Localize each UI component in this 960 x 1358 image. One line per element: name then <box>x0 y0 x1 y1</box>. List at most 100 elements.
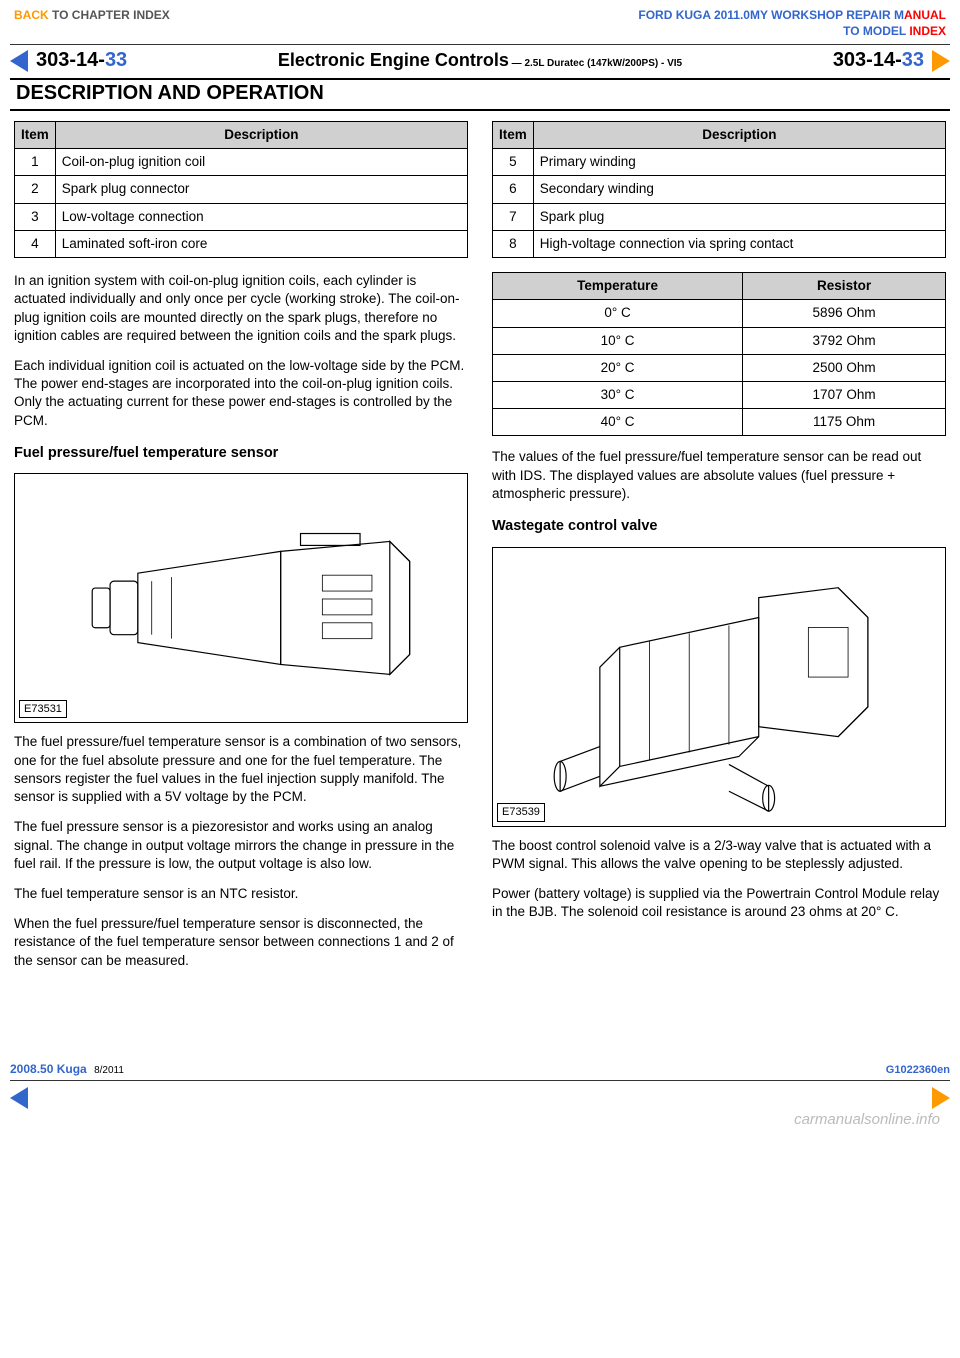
cell-res: 2500 Ohm <box>743 354 946 381</box>
table-row: 5 Primary winding <box>493 149 946 176</box>
col-desc-header: Description <box>55 122 467 149</box>
col-desc-header: Description <box>533 122 945 149</box>
paragraph: The boost control solenoid valve is a 2/… <box>492 837 946 873</box>
page-title: Electronic Engine Controls — 2.5L Durate… <box>127 50 833 71</box>
section-heading: DESCRIPTION AND OPERATION <box>10 78 950 111</box>
table-row: 1 Coil-on-plug ignition coil <box>15 149 468 176</box>
paragraph: When the fuel pressure/fuel temperature … <box>14 915 468 970</box>
col-item-header: Item <box>493 122 534 149</box>
back-to-chapter-link[interactable]: BACK TO CHAPTER INDEX <box>14 8 170 22</box>
top-bar: BACK TO CHAPTER INDEX FORD KUGA 2011.0MY… <box>0 0 960 38</box>
arrow-right-icon[interactable] <box>932 50 950 72</box>
fuel-sensor-drawing <box>15 474 467 722</box>
subheading-wastegate: Wastegate control valve <box>492 517 946 537</box>
cell-res: 3792 Ohm <box>743 327 946 354</box>
cell-desc: Low-voltage connection <box>55 203 467 230</box>
subheading-fuel-sensor: Fuel pressure/fuel temperature sensor <box>14 444 468 464</box>
figure-label: E73531 <box>19 700 67 719</box>
page-title-main: Electronic Engine Controls <box>278 50 509 70</box>
table-row: 6 Secondary winding <box>493 176 946 203</box>
figure-wastegate-valve: E73539 <box>492 547 946 827</box>
cell-temp: 0° C <box>493 300 743 327</box>
col-res-header: Resistor <box>743 273 946 300</box>
arrow-left-icon[interactable] <box>10 50 28 72</box>
cell-res: 5896 Ohm <box>743 300 946 327</box>
page-header: 303-14-33 Electronic Engine Controls — 2… <box>10 44 950 76</box>
paragraph: Power (battery voltage) is supplied via … <box>492 885 946 921</box>
table-row: 3 Low-voltage connection <box>15 203 468 230</box>
cell-num: 4 <box>15 230 56 257</box>
cell-num: 7 <box>493 203 534 230</box>
cell-num: 3 <box>15 203 56 230</box>
table-row: 2 Spark plug connector <box>15 176 468 203</box>
footer-year-model: 2008.50 Kuga <box>10 1062 87 1076</box>
cell-res: 1175 Ohm <box>743 409 946 436</box>
table-row: 0° C 5896 Ohm <box>493 300 946 327</box>
table-row: 40° C 1175 Ohm <box>493 409 946 436</box>
paragraph: The fuel temperature sensor is an NTC re… <box>14 885 468 903</box>
back-rest: TO CHAPTER INDEX <box>49 8 170 22</box>
cell-temp: 10° C <box>493 327 743 354</box>
cell-num: 6 <box>493 176 534 203</box>
model-link-pre: TO MODEL <box>843 24 909 38</box>
wastegate-valve-drawing <box>493 548 945 826</box>
bottom-arrows <box>10 1087 950 1109</box>
watermark: carmanualsonline.info <box>0 1111 960 1128</box>
cell-desc: Coil-on-plug ignition coil <box>55 149 467 176</box>
right-column: Item Description 5 Primary winding 6 Sec… <box>492 121 946 982</box>
model-link-red: INDEX <box>909 24 946 38</box>
table-row: 7 Spark plug <box>493 203 946 230</box>
manual-title-link[interactable]: FORD KUGA 2011.0MY WORKSHOP REPAIR MANUA… <box>638 8 946 22</box>
page-number-left-num: 33 <box>105 49 127 71</box>
cell-temp: 20° C <box>493 354 743 381</box>
page-title-sub: — 2.5L Duratec (147kW/200PS) - VI5 <box>509 58 682 69</box>
cell-desc: High-voltage connection via spring conta… <box>533 230 945 257</box>
paragraph: In an ignition system with coil-on-plug … <box>14 272 468 345</box>
paragraph: Each individual ignition coil is actuate… <box>14 357 468 430</box>
page-number-right-num: 33 <box>902 49 924 71</box>
table-row: 10° C 3792 Ohm <box>493 327 946 354</box>
col-temp-header: Temperature <box>493 273 743 300</box>
items-table-right: Item Description 5 Primary winding 6 Sec… <box>492 121 946 258</box>
col-item-header: Item <box>15 122 56 149</box>
table-row: 30° C 1707 Ohm <box>493 381 946 408</box>
content-area: Item Description 1 Coil-on-plug ignition… <box>14 121 946 982</box>
table-row: 8 High-voltage connection via spring con… <box>493 230 946 257</box>
page-number-right-prefix: 303-14- <box>833 49 902 71</box>
cell-num: 2 <box>15 176 56 203</box>
footer-code: G1022360en <box>886 1064 950 1076</box>
cell-desc: Spark plug <box>533 203 945 230</box>
cell-res: 1707 Ohm <box>743 381 946 408</box>
temperature-resistor-table: Temperature Resistor 0° C 5896 Ohm 10° C… <box>492 272 946 436</box>
left-column: Item Description 1 Coil-on-plug ignition… <box>14 121 468 982</box>
arrow-left-bottom-icon[interactable] <box>10 1087 28 1109</box>
figure-label: E73539 <box>497 803 545 822</box>
paragraph: The values of the fuel pressure/fuel tem… <box>492 448 946 503</box>
to-model-index-link[interactable]: TO MODEL INDEX <box>843 24 946 38</box>
table-row: 4 Laminated soft-iron core <box>15 230 468 257</box>
cell-num: 1 <box>15 149 56 176</box>
paragraph: The fuel pressure sensor is a piezoresis… <box>14 818 468 873</box>
cell-temp: 40° C <box>493 409 743 436</box>
paragraph: The fuel pressure/fuel temperature senso… <box>14 733 468 806</box>
page-number-left-prefix: 303-14- <box>36 49 105 71</box>
cell-desc: Spark plug connector <box>55 176 467 203</box>
items-table-left: Item Description 1 Coil-on-plug ignition… <box>14 121 468 258</box>
figure-fuel-sensor: E73531 <box>14 473 468 723</box>
footer-model: 2008.50 Kuga 8/2011 <box>10 1062 124 1076</box>
cell-num: 8 <box>493 230 534 257</box>
cell-temp: 30° C <box>493 381 743 408</box>
cell-desc: Laminated soft-iron core <box>55 230 467 257</box>
manual-title-pre: FORD KUGA 2011.0MY WORKSHOP REPAIR M <box>638 8 904 22</box>
cell-num: 5 <box>493 149 534 176</box>
page-footer: 2008.50 Kuga 8/2011 G1022360en <box>10 1062 950 1081</box>
footer-date: 8/2011 <box>94 1065 124 1076</box>
cell-desc: Secondary winding <box>533 176 945 203</box>
back-word: BACK <box>14 8 49 22</box>
manual-title-red: ANUAL <box>904 8 946 22</box>
page-number-left: 303-14-33 <box>36 49 127 72</box>
table-row: 20° C 2500 Ohm <box>493 354 946 381</box>
page-number-right: 303-14-33 <box>833 49 924 72</box>
arrow-right-bottom-icon[interactable] <box>932 1087 950 1109</box>
cell-desc: Primary winding <box>533 149 945 176</box>
